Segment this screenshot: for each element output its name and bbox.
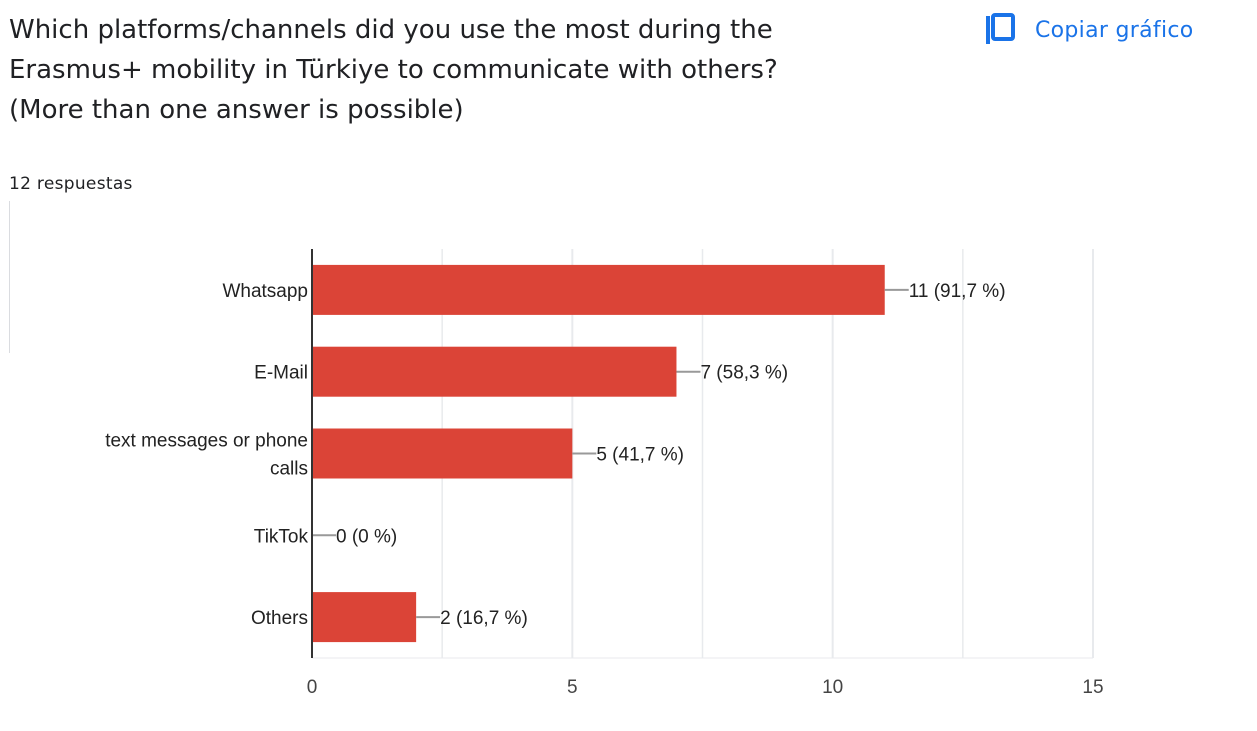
x-tick-label: 10	[822, 677, 843, 698]
response-count: 12 respuestas	[9, 174, 133, 194]
copy-chart-button[interactable]: Copiar gráfico	[975, 8, 1202, 52]
bar	[312, 428, 573, 479]
data-label: 0 (0 %)	[336, 526, 397, 547]
bar	[312, 264, 885, 315]
category-label: TikTok	[254, 526, 309, 547]
data-label: 7 (58,3 %)	[700, 363, 788, 384]
bar	[312, 592, 417, 643]
x-tick-label: 5	[567, 677, 578, 698]
data-label: 2 (16,7 %)	[440, 608, 528, 629]
category-label: Others	[251, 608, 308, 629]
bar	[312, 346, 677, 397]
data-label: 5 (41,7 %)	[596, 445, 684, 466]
chart-frame-edge	[9, 201, 10, 353]
x-tick-label: 0	[307, 677, 318, 698]
data-label: 11 (91,7 %)	[909, 281, 1006, 302]
x-tick-label: 15	[1082, 677, 1103, 698]
category-label: Whatsapp	[222, 281, 308, 302]
category-label: text messages or phone calls	[105, 431, 308, 480]
category-label: E-Mail	[254, 363, 308, 384]
copy-chart-label: Copiar gráfico	[1035, 17, 1194, 43]
question-title: Which platforms/channels did you use the…	[9, 15, 778, 125]
copy-icon	[986, 13, 1015, 44]
